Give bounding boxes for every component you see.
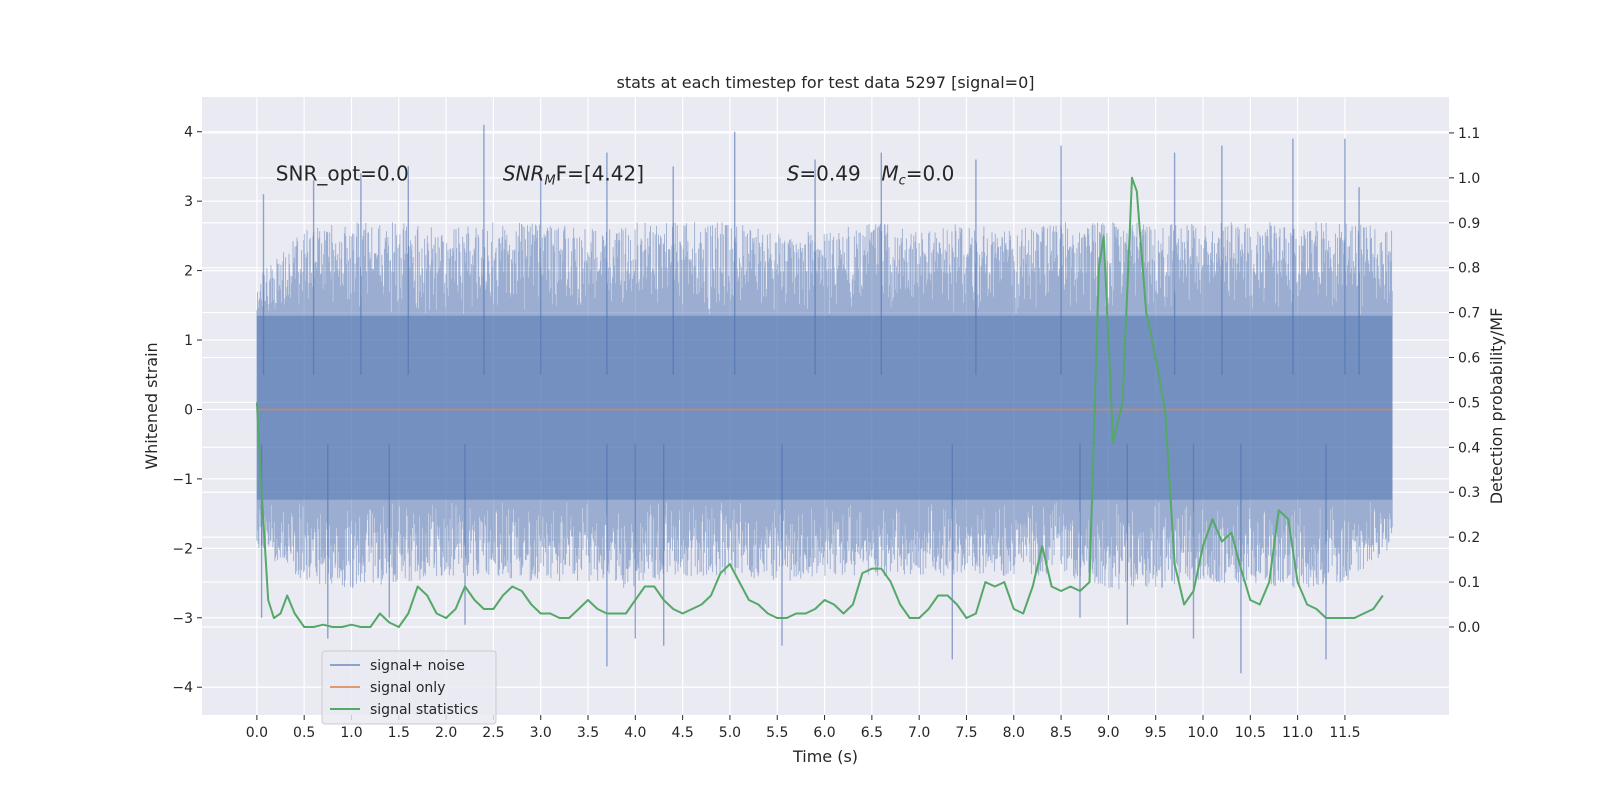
x-tick-label: 7.5 <box>955 725 977 741</box>
y-right-tick-label: 0.3 <box>1458 485 1480 501</box>
x-tick-label: 8.0 <box>1003 725 1025 741</box>
x-tick-label: 6.5 <box>861 725 883 741</box>
y-left-tick-label: 2 <box>184 264 193 280</box>
y-left-tick-label: −1 <box>172 472 193 488</box>
x-tick-label: 7.0 <box>908 725 930 741</box>
annotation-text: SNRMF=[4.42] <box>503 161 644 188</box>
y-right-tick-label: 0.5 <box>1458 395 1480 411</box>
annotation-text: S=0.49 <box>787 161 861 185</box>
annotation-text: Mc=0.0 <box>881 161 954 188</box>
y-right-tick-label: 0.6 <box>1458 350 1480 366</box>
x-tick-label: 1.5 <box>388 725 410 741</box>
y-axis-label-right: Detection probability/MF <box>1487 308 1506 505</box>
x-tick-label: 2.0 <box>435 725 457 741</box>
y-right-tick-label: 0.0 <box>1458 620 1480 636</box>
x-tick-label: 8.5 <box>1050 725 1072 741</box>
series-signal-plus-noise <box>256 124 1393 674</box>
x-tick-label: 3.5 <box>577 725 599 741</box>
x-tick-label: 11.5 <box>1329 725 1360 741</box>
y-right-tick-label: 0.9 <box>1458 216 1480 232</box>
y-right-tick-label: 0.7 <box>1458 306 1480 322</box>
y-right-tick-label: 1.1 <box>1458 126 1480 142</box>
x-tick-label: 6.0 <box>813 725 835 741</box>
annotations: SNR_opt=0.0 SNRMF=[4.42] S=0.49 Mc=0.0 <box>276 161 955 188</box>
y-right-tick-label: 1.0 <box>1458 171 1480 187</box>
x-tick-label: 9.5 <box>1145 725 1167 741</box>
x-tick-label: 9.0 <box>1097 725 1119 741</box>
legend-label: signal+ noise <box>370 658 465 674</box>
x-tick-label: 3.0 <box>530 725 552 741</box>
x-tick-label: 4.5 <box>672 725 694 741</box>
legend: signal+ noise signal only signal statistic… <box>321 650 497 725</box>
y-right-tick-label: 0.4 <box>1458 440 1480 456</box>
chart-title: stats at each timestep for test data 529… <box>616 73 1034 92</box>
x-tick-label: 4.0 <box>624 725 646 741</box>
y-left-tick-label: −3 <box>172 611 193 627</box>
y-right-tick-label: 0.1 <box>1458 575 1480 591</box>
legend-label: signal statistics <box>370 702 478 718</box>
y-right-tick-label: 0.2 <box>1458 530 1480 546</box>
x-tick-label: 0.0 <box>246 725 268 741</box>
y-right-tick-label: 0.8 <box>1458 261 1480 277</box>
y-left-tick-label: 4 <box>184 125 193 141</box>
x-tick-label: 1.0 <box>340 725 362 741</box>
x-axis-label: Time (s) <box>792 747 858 766</box>
y-left-tick-label: −2 <box>172 541 193 557</box>
x-tick-label: 2.5 <box>482 725 504 741</box>
x-tick-label: 5.5 <box>766 725 788 741</box>
annotation-text: SNR_opt=0.0 <box>276 161 409 185</box>
y-left-tick-label: 0 <box>184 402 193 418</box>
noise-trace <box>256 222 1393 590</box>
series-lines <box>255 176 1393 628</box>
x-tick-label: 10.0 <box>1187 725 1218 741</box>
axis-ticks: 0.0 0.5 1.0 1.5 2.0 2.5 3.0 3.5 4.0 4.5 5.0 5.5 6.0 6… <box>172 125 1480 741</box>
x-tick-label: 5.0 <box>719 725 741 741</box>
x-tick-label: 0.5 <box>293 725 315 741</box>
y-left-tick-label: 1 <box>184 333 193 349</box>
legend-box <box>321 650 497 725</box>
y-left-tick-label: 3 <box>184 194 193 210</box>
legend-label: signal only <box>370 680 445 696</box>
x-tick-label: 10.5 <box>1235 725 1266 741</box>
noise-extreme-spikes <box>260 124 1360 674</box>
y-axis-label-left: Whitened strain <box>142 342 161 469</box>
series-signal-statistics <box>255 176 1384 628</box>
x-tick-label: 11.0 <box>1282 725 1313 741</box>
y-left-tick-label: −4 <box>172 680 193 696</box>
